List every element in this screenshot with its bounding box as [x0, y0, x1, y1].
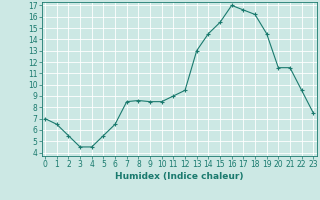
X-axis label: Humidex (Indice chaleur): Humidex (Indice chaleur)	[115, 172, 244, 181]
